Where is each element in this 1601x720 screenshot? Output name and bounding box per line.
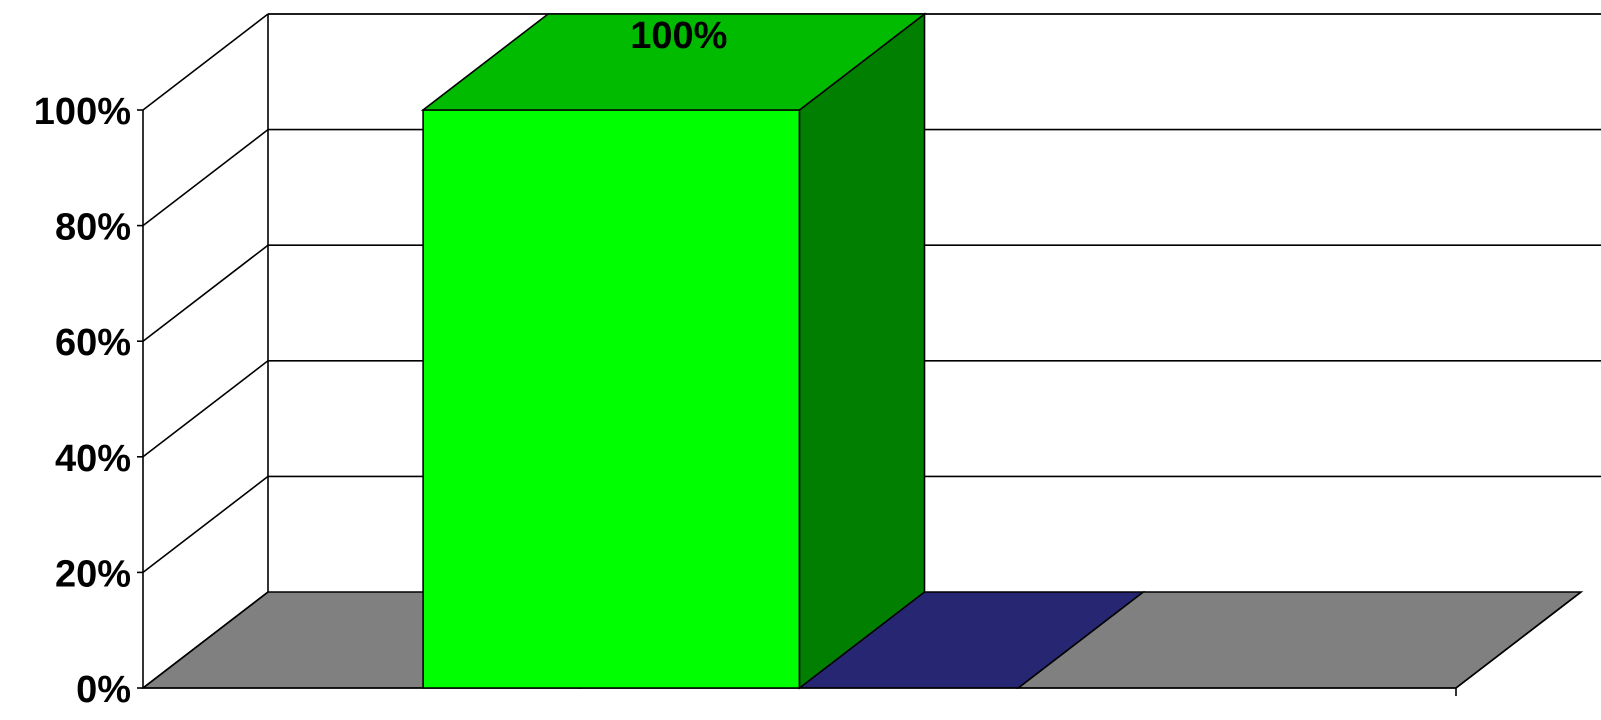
floor-right-edge xyxy=(1455,591,1582,689)
y-tick-label: 80% xyxy=(55,207,131,249)
side-wall-line xyxy=(142,591,269,689)
y-tick-label: 60% xyxy=(55,322,131,364)
side-wall-line xyxy=(142,128,269,227)
data-label: 100% xyxy=(630,15,727,57)
bar-side xyxy=(798,12,926,690)
bar-top xyxy=(420,13,927,111)
y-tick-label: 100% xyxy=(34,91,131,133)
side-wall-line xyxy=(142,244,269,342)
bar xyxy=(422,109,801,689)
side-wall-line xyxy=(142,13,269,111)
side-wall-line xyxy=(142,360,269,458)
y-tick-label: 20% xyxy=(55,553,131,595)
y-tick-label: 40% xyxy=(55,438,131,480)
y-tick-label: 0% xyxy=(76,669,131,711)
side-wall-line xyxy=(142,475,269,574)
